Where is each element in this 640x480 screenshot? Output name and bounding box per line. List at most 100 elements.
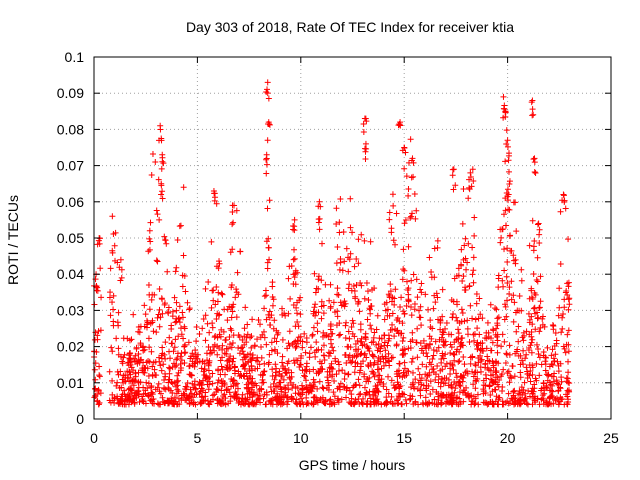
- data-point: [291, 274, 298, 281]
- data-point: [357, 326, 364, 333]
- data-point: [160, 160, 167, 167]
- data-point: [428, 268, 435, 275]
- data-point: [282, 312, 289, 319]
- data-point: [224, 386, 231, 393]
- data-point: [312, 289, 319, 296]
- data-point: [502, 303, 509, 310]
- data-point: [208, 304, 215, 311]
- data-point: [172, 268, 179, 275]
- data-point: [164, 268, 171, 275]
- data-point: [382, 347, 389, 354]
- data-point: [318, 298, 325, 305]
- data-point: [465, 393, 472, 400]
- data-point: [504, 245, 511, 252]
- data-point: [223, 364, 230, 371]
- data-point: [528, 294, 535, 301]
- x-tick-label: 10: [293, 430, 309, 446]
- data-points: [91, 79, 573, 408]
- data-point: [531, 381, 538, 388]
- data-point: [466, 176, 473, 183]
- data-point: [269, 401, 276, 408]
- data-point: [434, 244, 441, 251]
- data-point: [263, 391, 270, 398]
- data-point: [316, 226, 323, 233]
- data-point: [418, 289, 425, 296]
- data-point: [341, 375, 348, 382]
- data-point: [559, 197, 566, 204]
- data-point: [310, 308, 317, 315]
- data-point: [374, 312, 381, 319]
- data-point: [390, 202, 397, 209]
- data-point: [316, 378, 323, 385]
- data-point: [272, 369, 279, 376]
- data-point: [358, 282, 365, 289]
- y-tick-label: 0.08: [57, 121, 84, 137]
- data-point: [139, 397, 146, 404]
- data-point: [505, 390, 512, 397]
- data-point: [366, 305, 373, 312]
- data-point: [529, 217, 536, 224]
- data-point: [334, 291, 341, 298]
- data-point: [354, 337, 361, 344]
- data-point: [537, 273, 544, 280]
- data-point: [148, 348, 155, 355]
- data-point: [559, 325, 566, 332]
- data-point: [289, 385, 296, 392]
- data-point: [469, 368, 476, 375]
- data-point: [307, 344, 314, 351]
- data-point: [249, 400, 256, 407]
- data-point: [366, 348, 373, 355]
- data-point: [269, 366, 276, 373]
- data-point: [439, 328, 446, 335]
- data-point: [334, 308, 341, 315]
- data-point: [221, 380, 228, 387]
- data-point: [266, 197, 273, 204]
- data-point: [144, 319, 151, 326]
- data-point: [409, 369, 416, 376]
- data-point: [449, 314, 456, 321]
- data-point: [268, 339, 275, 346]
- data-point: [458, 342, 465, 349]
- data-point: [495, 394, 502, 401]
- data-point: [319, 240, 326, 247]
- data-point: [560, 311, 567, 318]
- data-point: [381, 301, 388, 308]
- data-point: [279, 311, 286, 318]
- data-point: [175, 369, 182, 376]
- data-point: [439, 366, 446, 373]
- data-point: [209, 392, 216, 399]
- data-point: [517, 361, 524, 368]
- data-point: [484, 357, 491, 364]
- data-point: [276, 379, 283, 386]
- data-point: [560, 192, 567, 199]
- data-point: [469, 315, 476, 322]
- data-point: [263, 341, 270, 348]
- data-point: [360, 120, 367, 127]
- data-point: [310, 324, 317, 331]
- data-point: [405, 185, 412, 192]
- data-point: [503, 350, 510, 357]
- data-point: [345, 328, 352, 335]
- data-point: [235, 344, 242, 351]
- data-point: [157, 362, 164, 369]
- data-point: [559, 395, 566, 402]
- data-point: [320, 310, 327, 317]
- data-point: [337, 299, 344, 306]
- data-point: [407, 304, 414, 311]
- data-point: [227, 353, 234, 360]
- data-point: [135, 391, 142, 398]
- data-point: [240, 372, 247, 379]
- data-point: [430, 352, 437, 359]
- data-point: [218, 387, 225, 394]
- data-point: [96, 373, 103, 380]
- data-point: [513, 228, 520, 235]
- data-point: [345, 371, 352, 378]
- data-point: [106, 368, 113, 375]
- data-point: [182, 288, 189, 295]
- data-point: [159, 350, 166, 357]
- data-point: [410, 271, 417, 278]
- data-point: [466, 283, 473, 290]
- data-point: [454, 394, 461, 401]
- data-point: [432, 376, 439, 383]
